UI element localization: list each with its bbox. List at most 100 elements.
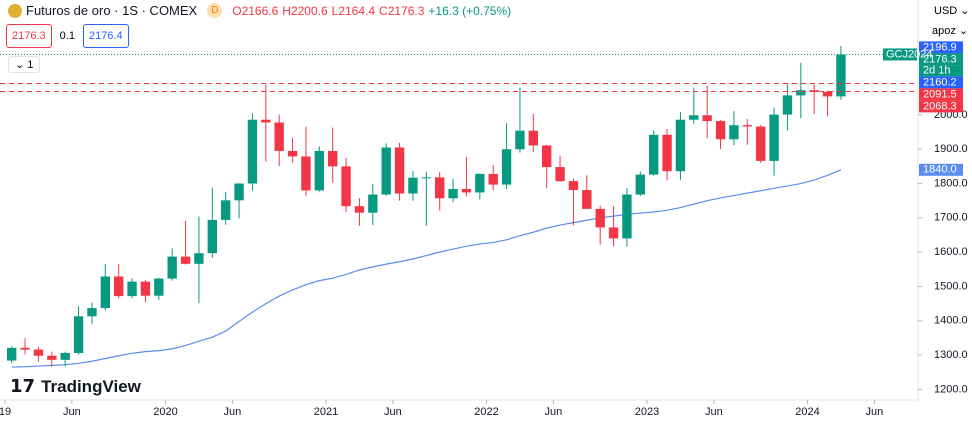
candle-body bbox=[60, 353, 70, 360]
candle-body bbox=[180, 256, 191, 264]
price-label-box bbox=[919, 163, 963, 176]
symbol-tag-box bbox=[883, 48, 917, 61]
candle-body bbox=[7, 347, 17, 361]
spread: 0.1 bbox=[59, 30, 75, 42]
candle-body bbox=[33, 349, 44, 356]
candle-body bbox=[649, 134, 659, 175]
candle-body bbox=[675, 119, 686, 172]
candle-body bbox=[234, 183, 244, 201]
y-tick-label: 1500.0 bbox=[934, 280, 968, 292]
candle-body bbox=[87, 308, 97, 317]
low: L2164.4 bbox=[331, 3, 376, 18]
y-tick-label: 1700.0 bbox=[934, 212, 968, 224]
candle-body bbox=[715, 121, 726, 140]
candle-body bbox=[635, 174, 645, 195]
y-tick-label: 1300.0 bbox=[934, 349, 968, 361]
indicators-toggle[interactable]: ⌄ 1 bbox=[8, 56, 41, 73]
candle-body bbox=[154, 278, 164, 296]
currency[interactable]: USD ⌄ bbox=[934, 5, 970, 17]
candle-body bbox=[314, 150, 324, 191]
y-tick-label: 1800.0 bbox=[934, 177, 968, 189]
change: +16.3 (+0.75%) bbox=[428, 3, 512, 18]
trade-buttons: 2176.3 0.1 2176.4 bbox=[6, 24, 129, 48]
candle-body bbox=[287, 150, 298, 157]
candle-body bbox=[488, 173, 498, 185]
x-tick-label: 2022 bbox=[474, 406, 498, 418]
candle-body bbox=[702, 115, 712, 122]
candle-body bbox=[354, 206, 365, 213]
candle-body bbox=[194, 253, 204, 264]
candle-body bbox=[542, 145, 552, 168]
candle-body bbox=[73, 316, 84, 354]
candle-body bbox=[261, 119, 271, 123]
price-label: 2091.5 bbox=[923, 88, 957, 100]
candle-body bbox=[782, 95, 793, 115]
y-tick-label: 1200.0 bbox=[934, 383, 968, 395]
candle-body bbox=[100, 276, 110, 309]
x-tick-label: Jun bbox=[224, 406, 242, 418]
candle-body bbox=[769, 114, 779, 161]
high: H2200.6 bbox=[282, 3, 328, 18]
candle-body bbox=[127, 281, 137, 297]
candle-body bbox=[528, 130, 538, 146]
candle-body bbox=[515, 130, 525, 150]
candle-body bbox=[341, 166, 351, 207]
candle-body bbox=[461, 189, 472, 193]
currency-label: USD bbox=[934, 5, 958, 17]
x-tick-label: 2024 bbox=[795, 406, 819, 418]
candle-body bbox=[394, 147, 405, 194]
candle-body bbox=[408, 177, 418, 194]
candle-body bbox=[247, 119, 258, 184]
legend: Futuros de oro · 1S · COMEX D O2166.6 H2… bbox=[8, 3, 511, 18]
x-tick-label: 2020 bbox=[153, 406, 177, 418]
symbol[interactable]: Futuros de oro · 1S · COMEX bbox=[26, 3, 198, 18]
candle-body bbox=[822, 91, 833, 97]
candle-body bbox=[207, 219, 217, 254]
open: O2166.6 bbox=[232, 3, 279, 18]
price-label-box bbox=[919, 76, 963, 89]
delay-badge[interactable]: D bbox=[207, 3, 223, 18]
candle-body bbox=[501, 149, 512, 185]
candle-body bbox=[475, 173, 485, 193]
price-label: 2196.9 bbox=[923, 41, 957, 53]
candle-body bbox=[836, 54, 846, 97]
x-tick-label: Jun bbox=[866, 406, 884, 418]
candle-body bbox=[689, 115, 699, 120]
candle-body bbox=[221, 200, 231, 220]
y-tick-label: 1600.0 bbox=[934, 246, 968, 258]
indicators-count: 1 bbox=[27, 59, 34, 71]
price-label: 1840.0 bbox=[923, 164, 957, 176]
buy-button[interactable]: 2176.4 bbox=[82, 24, 129, 48]
candle-body bbox=[756, 126, 766, 161]
price-label-box bbox=[919, 100, 963, 113]
price-label: 2068.3 bbox=[923, 100, 957, 112]
symbol-icon bbox=[8, 3, 22, 18]
candle-body bbox=[796, 90, 806, 96]
candle-body bbox=[140, 281, 151, 296]
symbol-tag: GCJ2024 bbox=[886, 48, 932, 60]
candle-body bbox=[381, 147, 391, 195]
candle-body bbox=[368, 194, 378, 213]
x-tick-label: Jun bbox=[384, 406, 402, 418]
candle-body bbox=[435, 177, 445, 199]
price-label-box bbox=[919, 53, 963, 66]
sell-button[interactable]: 2176.3 bbox=[6, 24, 52, 48]
scale-mode[interactable]: apoz ⌄ bbox=[932, 25, 969, 37]
countdown: 2d 1h bbox=[923, 64, 951, 76]
candle-body bbox=[622, 194, 632, 239]
brand: 𝟭𝟳 TradingView bbox=[10, 376, 141, 397]
candle-body bbox=[582, 190, 592, 209]
candle-body bbox=[555, 167, 565, 182]
moving-average bbox=[11, 169, 842, 368]
candle-body bbox=[568, 181, 579, 191]
candle-body bbox=[301, 156, 311, 191]
close: C2176.3 bbox=[379, 3, 425, 18]
candle-body bbox=[729, 125, 739, 140]
candle-body bbox=[595, 208, 605, 228]
x-tick-label: Jun bbox=[705, 406, 723, 418]
candle-body bbox=[167, 256, 177, 279]
y-tick-label: 1400.0 bbox=[934, 315, 968, 327]
candle-body bbox=[662, 134, 672, 172]
